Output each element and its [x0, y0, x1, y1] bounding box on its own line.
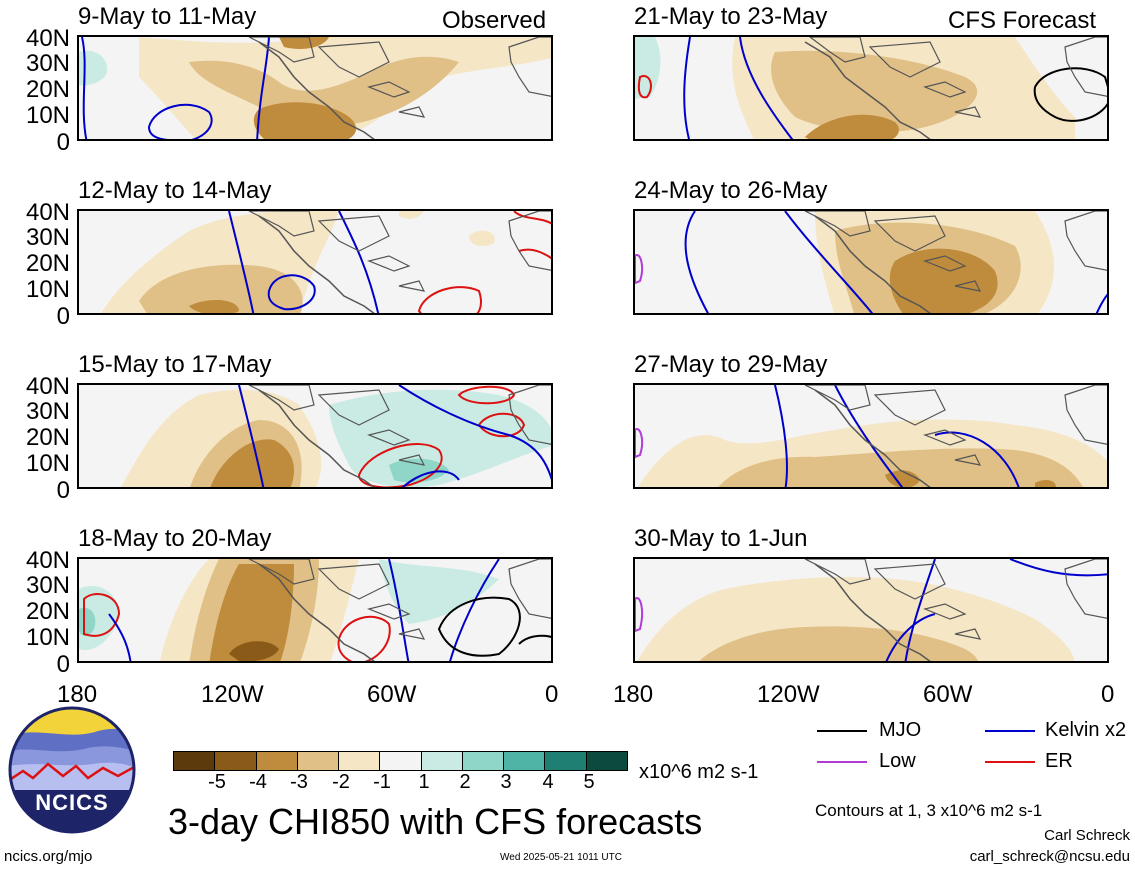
lon-label-120w-right: 120W: [757, 681, 820, 708]
lat-label-0: 0: [56, 477, 70, 504]
colorbar-swatch-pos1: [421, 752, 463, 770]
map-panel-30may-1jun: [633, 557, 1109, 663]
lat-label-10n: 10N: [25, 450, 70, 477]
panel-title-4: 24-May to 26-May: [634, 177, 828, 204]
colorbar-tick-pos4: 4: [542, 771, 554, 793]
legend-kelvin-line: [985, 730, 1035, 732]
colorbar-swatch-pos2: [462, 752, 505, 770]
lat-label-10n: 10N: [25, 624, 70, 651]
lat-label-10n: 10N: [25, 276, 70, 303]
legend-low-line: [817, 761, 867, 763]
map-panel-27may-29may: [633, 383, 1109, 489]
panel-title-1: 9-May to 11-May: [78, 3, 257, 30]
lon-label-60w-right: 60W: [923, 681, 973, 708]
colorbar-tick-pos1: 1: [418, 771, 430, 793]
colorbar-swatch-neg4: [215, 752, 257, 770]
lat-label-40n: 40N: [25, 547, 70, 574]
lat-label-10n: 10N: [25, 102, 70, 129]
map-panel-21may-23may: [633, 35, 1109, 141]
lon-label-180-right: 180: [613, 681, 654, 708]
colorbar-tick-pos3: 3: [500, 771, 512, 793]
panel-title-3: 12-May to 14-May: [78, 177, 272, 204]
colorbar-unit: x10^6 m2 s-1: [639, 761, 759, 783]
legend-er-line: [985, 761, 1035, 763]
map-panel-24may-26may: [633, 209, 1109, 315]
colorbar-swatch-neg5: [174, 752, 216, 770]
lat-label-20n: 20N: [25, 76, 70, 103]
footer-author: Carl Schreck: [1044, 827, 1130, 844]
legend-mjo-label: MJO: [879, 719, 922, 741]
footer-url: ncics.org/mjo: [4, 848, 93, 865]
lon-label-0-left: 0: [545, 681, 559, 708]
colorbar-tick-neg1: -1: [373, 771, 391, 793]
lat-label-40n: 40N: [25, 25, 70, 52]
lat-label-0: 0: [56, 651, 70, 678]
lat-label-30n: 30N: [25, 398, 70, 425]
map-panel-12may-14may: [77, 209, 553, 315]
colorbar-tick-pos5: 5: [583, 771, 595, 793]
legend-mjo-line: [817, 730, 867, 732]
colorbar-tick-neg2: -2: [332, 771, 350, 793]
cfs-forecast-tag: CFS Forecast: [948, 7, 1097, 34]
lat-label-30n: 30N: [25, 224, 70, 251]
lat-label-20n: 20N: [25, 424, 70, 451]
colorbar-swatch-pos5: [586, 752, 627, 770]
ncics-logo: NCICS: [8, 706, 136, 834]
colorbar-swatch-zero: [380, 752, 422, 770]
lat-label-20n: 20N: [25, 598, 70, 625]
lat-label-30n: 30N: [25, 50, 70, 77]
footer-timestamp: Wed 2025-05-21 1011 UTC: [500, 852, 622, 863]
panel-title-7: 18-May to 20-May: [78, 525, 272, 552]
ncics-logo-text: NCICS: [35, 790, 109, 815]
colorbar-tick-neg3: -3: [290, 771, 308, 793]
colorbar: [173, 751, 628, 771]
colorbar-swatch-neg1: [339, 752, 381, 770]
legend-kelvin-label: Kelvin x2: [1045, 719, 1127, 741]
lat-label-40n: 40N: [25, 373, 70, 400]
contours-note: Contours at 1, 3 x10^6 m2 s-1: [815, 801, 1043, 820]
panel-title-8: 30-May to 1-Jun: [634, 525, 808, 552]
map-panel-18may-20may: [77, 557, 553, 663]
lon-label-180-left: 180: [57, 681, 98, 708]
colorbar-tick-neg4: -4: [249, 771, 267, 793]
lon-label-60w-left: 60W: [367, 681, 417, 708]
map-panel-9may-11may: [77, 35, 553, 141]
footer-email: carl_schreck@ncsu.edu: [969, 848, 1130, 865]
panel-title-5: 15-May to 17-May: [78, 351, 272, 378]
lat-label-0: 0: [56, 129, 70, 156]
lat-label-40n: 40N: [25, 199, 70, 226]
panel-title-6: 27-May to 29-May: [634, 351, 828, 378]
legend-low-label: Low: [879, 750, 916, 772]
lon-label-120w-left: 120W: [201, 681, 264, 708]
lat-label-20n: 20N: [25, 250, 70, 277]
map-panel-15may-17may: [77, 383, 553, 489]
legend-er-label: ER: [1045, 750, 1073, 772]
observed-tag: Observed: [442, 7, 547, 34]
lat-label-0: 0: [56, 303, 70, 330]
colorbar-tick-pos2: 2: [459, 771, 471, 793]
colorbar-swatch-pos4: [545, 752, 587, 770]
lat-label-30n: 30N: [25, 572, 70, 599]
colorbar-swatch-pos3: [504, 752, 546, 770]
lon-label-0-right: 0: [1101, 681, 1115, 708]
colorbar-swatch-neg3: [256, 752, 298, 770]
colorbar-swatch-neg2: [297, 752, 340, 770]
main-title: 3-day CHI850 with CFS forecasts: [168, 801, 703, 842]
colorbar-tick-neg5: -5: [208, 771, 226, 793]
panel-title-2: 21-May to 23-May: [634, 3, 828, 30]
